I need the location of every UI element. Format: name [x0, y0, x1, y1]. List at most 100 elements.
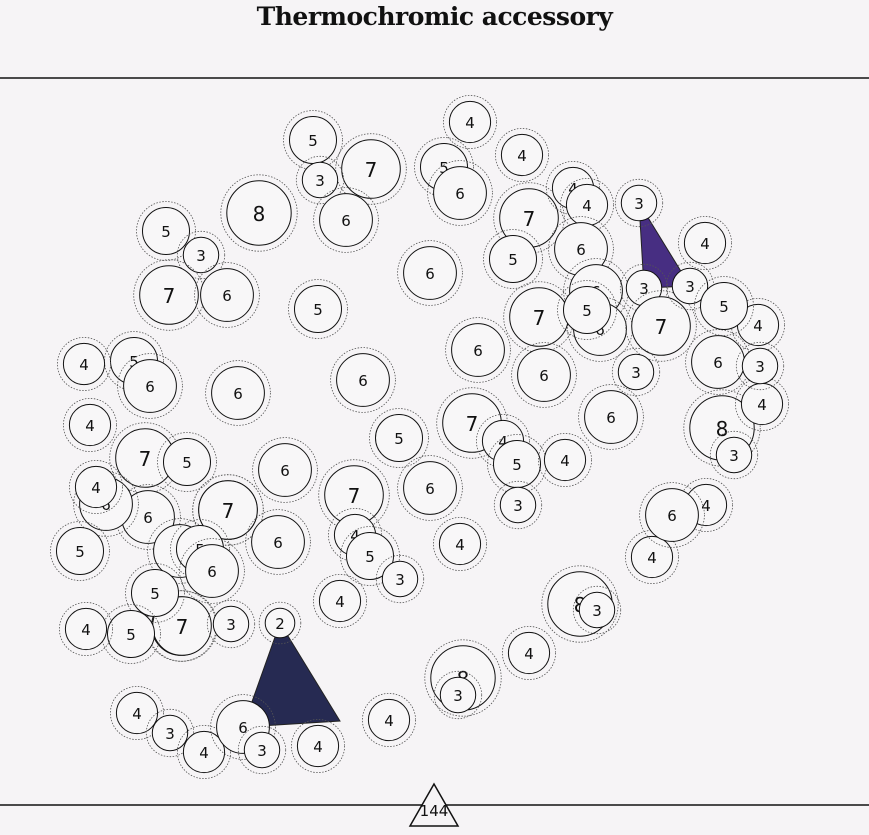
bubble-circle	[578, 591, 616, 629]
bubble-value: 6	[238, 719, 248, 737]
bubble-node: 4	[176, 725, 231, 780]
bubble-circle	[500, 133, 544, 177]
bubble-node: 6	[245, 509, 311, 575]
bubble-circle	[489, 235, 537, 283]
bubble-node: 8	[220, 174, 298, 252]
bubble-halo	[625, 290, 697, 362]
bubble-value: 2	[275, 615, 285, 633]
bubble-circle	[226, 180, 292, 246]
bubble-value: 5	[150, 585, 160, 603]
bubble-node: 4	[432, 517, 487, 572]
bubble-value: 3	[639, 280, 649, 298]
bubble-value: 5	[313, 301, 323, 319]
bubble-value: 4	[647, 549, 657, 567]
bubble-value: 3	[315, 172, 325, 190]
bubble-node: 5	[101, 604, 161, 664]
bubble-circle	[645, 488, 699, 542]
bubble-circle	[200, 268, 254, 322]
bubble-halo	[557, 280, 617, 340]
bubble-node: 6	[117, 353, 183, 419]
bubble-circle	[499, 486, 537, 524]
bubble-halo	[110, 686, 165, 741]
bubble-halo	[369, 408, 429, 468]
footer-label: 144	[420, 802, 449, 820]
bubble-value: 5	[161, 223, 171, 241]
bubble-value: 6	[273, 534, 283, 552]
bubble-halo	[361, 693, 416, 748]
bubble-value: 3	[631, 364, 641, 382]
bubble-node: 3	[295, 155, 345, 205]
bubble-node: 5	[557, 280, 617, 340]
bubble-circle	[185, 544, 239, 598]
bubble-circle	[543, 438, 587, 482]
bubble-circle	[56, 527, 104, 575]
bubble-value: 7	[655, 315, 668, 339]
bubble-value: 4	[79, 356, 89, 374]
bubble-circle	[617, 353, 655, 391]
bubble-halo	[445, 317, 511, 383]
bubble-halo	[69, 459, 124, 514]
bubble-value: 4	[517, 147, 527, 165]
bubble-node: 3	[665, 261, 715, 311]
bubble-value: 6	[358, 372, 368, 390]
bubble-halo	[735, 341, 785, 391]
bubble-halo	[63, 397, 118, 452]
bubble-circle	[584, 390, 638, 444]
bubble-halo	[312, 574, 367, 629]
bubble-value: 6	[222, 287, 232, 305]
bubble-halo	[176, 230, 226, 280]
bubble-halo	[572, 585, 622, 635]
bubble-node: 6	[445, 317, 511, 383]
bubble-node: 6	[313, 187, 379, 253]
bubble-node: 4	[678, 215, 733, 270]
bubble-node: 4	[290, 719, 345, 774]
bubble-halo	[179, 538, 245, 604]
bubble-halo	[57, 336, 112, 391]
bubble-node: 4	[538, 432, 593, 487]
bubble-node: 4	[110, 686, 165, 741]
bubble-value: 6	[576, 241, 586, 259]
bubble-circle	[341, 139, 401, 199]
bubble-value: 8	[253, 202, 266, 226]
bubble-value: 4	[132, 705, 142, 723]
bubble-value: 5	[582, 302, 592, 320]
bubble-value: 3	[453, 687, 463, 705]
bubble-node: 3	[493, 480, 543, 530]
bubble-halo	[541, 565, 619, 643]
bubble-value: 6	[341, 212, 351, 230]
bubble-halo	[433, 670, 483, 720]
bubble-node: 2	[258, 601, 302, 645]
bubble-halo	[538, 432, 593, 487]
bubble-value: 6	[280, 462, 290, 480]
bubble-value: 3	[257, 742, 267, 760]
bubble-value: 4	[700, 235, 710, 253]
footer-badge: 144	[408, 782, 460, 827]
bubble-halo	[258, 601, 302, 645]
bubble-circle	[142, 207, 190, 255]
bubble-circle	[438, 522, 482, 566]
bubble-halo	[288, 279, 348, 339]
bubble-value: 3	[729, 447, 739, 465]
bubble-value: 3	[395, 571, 405, 589]
bubble-halo	[176, 725, 231, 780]
bubble-value: 4	[498, 433, 508, 451]
bubble-halo	[683, 389, 761, 467]
bubble-value: 5	[308, 132, 318, 150]
bubble-value: 4	[455, 536, 465, 554]
bubble-circle	[375, 414, 423, 462]
bubble-node: 5	[50, 521, 110, 581]
bubble-node: 5	[157, 432, 217, 492]
bubble-halo	[546, 160, 601, 215]
bubble-circle	[68, 403, 112, 447]
bubble-value: 4	[350, 527, 360, 545]
bubble-circle	[74, 465, 118, 509]
bubble-halo	[101, 604, 161, 664]
bubble-value: 6	[233, 385, 243, 403]
bubble-halo	[611, 347, 661, 397]
bubble-halo	[424, 639, 502, 717]
bubble-node: 3	[572, 585, 622, 635]
bubble-node: 4	[625, 530, 680, 585]
bubble-circle	[346, 532, 394, 580]
bubble-circle	[336, 353, 390, 407]
bubble-halo	[136, 201, 196, 261]
